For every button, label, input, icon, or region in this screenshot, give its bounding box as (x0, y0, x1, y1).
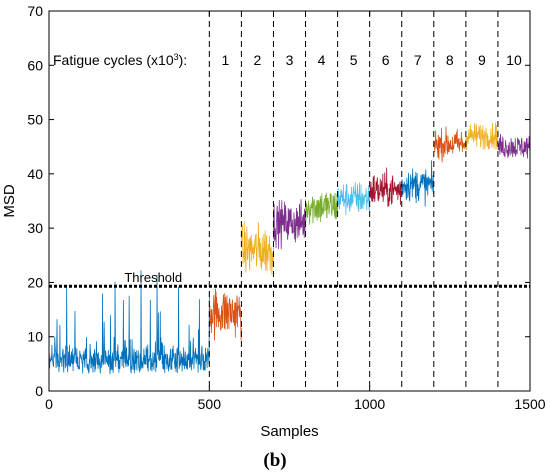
cycle-label: 6 (382, 52, 390, 68)
cycle-label: 8 (446, 52, 454, 68)
cycle-label: 4 (318, 52, 326, 68)
series-line-5 (337, 182, 371, 215)
x-axis-label: Samples (260, 423, 318, 440)
axes-frame (48, 10, 531, 392)
y-tick-label: 0 (35, 383, 43, 399)
y-tick-label: 20 (27, 274, 43, 290)
series-line-baseline (48, 270, 210, 375)
msd-chart: Threshold Fatigue cycles (x103): 1 2 3 4 5 6 7 8 9… (1, 3, 546, 440)
cycle-label: 1 (221, 52, 229, 68)
y-tick-label: 40 (27, 166, 43, 182)
series-line-1 (208, 288, 242, 341)
x-tick-label: 0 (45, 396, 53, 412)
plot-area: Threshold Fatigue cycles (x103): 1 2 3 4 5 6 7 8 9… (48, 11, 531, 391)
x-tick-label: 1000 (354, 396, 385, 412)
panel-label: (b) (263, 450, 287, 471)
x-tick-label: 1500 (514, 396, 545, 412)
cycle-label: 5 (350, 52, 358, 68)
series-line-10 (497, 133, 531, 159)
x-tick-label: 500 (198, 396, 222, 412)
cycle-label: 2 (254, 52, 262, 68)
cycle-header: Fatigue cycles (x103): (53, 52, 187, 68)
cycle-label: 10 (506, 52, 522, 68)
cycle-label: 9 (478, 52, 486, 68)
series-line-9 (465, 122, 499, 151)
series-line-8 (433, 126, 467, 163)
series-line-4 (305, 192, 338, 225)
cycle-label: 3 (286, 52, 294, 68)
series-line-3 (273, 199, 306, 250)
y-tick-label: 60 (27, 57, 43, 73)
series-line-6 (369, 167, 403, 207)
series-line-7 (401, 160, 435, 207)
y-tick-label: 50 (27, 112, 43, 128)
y-axis-label: MSD (1, 184, 18, 218)
series-line-2 (241, 221, 274, 275)
y-tick-label: 30 (27, 220, 43, 236)
y-tick-label: 70 (27, 3, 43, 19)
y-tick-label: 10 (27, 329, 43, 345)
threshold-label: Threshold (124, 270, 182, 285)
cycle-label: 7 (414, 52, 422, 68)
